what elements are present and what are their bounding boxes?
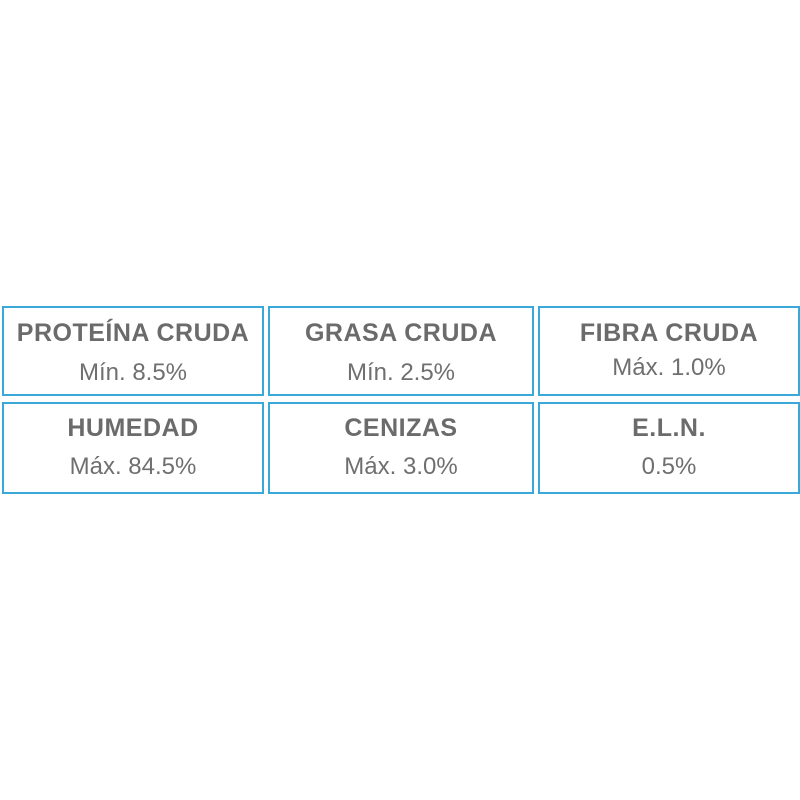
nutrient-value: Máx. 3.0% <box>344 453 458 480</box>
nutrient-label: CENIZAS <box>344 414 458 442</box>
nutrition-table: PROTEÍNA CRUDA Mín. 8.5% GRASA CRUDA Mín… <box>2 306 800 494</box>
nutrient-value: Mín. 2.5% <box>346 359 456 386</box>
nutrient-cell-grasa: GRASA CRUDA Mín. 2.5% <box>268 306 534 396</box>
nutrient-value: 0.5% <box>641 453 697 480</box>
nutrient-value: Máx. 1.0% <box>612 354 726 381</box>
nutrient-label: PROTEÍNA CRUDA <box>16 319 250 347</box>
nutrient-label: E.L.N. <box>632 414 706 442</box>
nutrient-cell-fibra: FIBRA CRUDA Máx. 1.0% <box>538 306 800 396</box>
nutrient-label: HUMEDAD <box>67 414 199 442</box>
nutrient-value: Máx. 84.5% <box>69 453 197 480</box>
nutrient-cell-cenizas: CENIZAS Máx. 3.0% <box>268 402 534 494</box>
nutrient-cell-proteina: PROTEÍNA CRUDA Mín. 8.5% <box>2 306 264 396</box>
nutrient-cell-humedad: HUMEDAD Máx. 84.5% <box>2 402 264 494</box>
nutrient-value: Mín. 8.5% <box>78 359 188 386</box>
nutrient-cell-eln: E.L.N. 0.5% <box>538 402 800 494</box>
nutrient-label: GRASA CRUDA <box>304 319 498 347</box>
nutrient-label: FIBRA CRUDA <box>579 319 759 347</box>
